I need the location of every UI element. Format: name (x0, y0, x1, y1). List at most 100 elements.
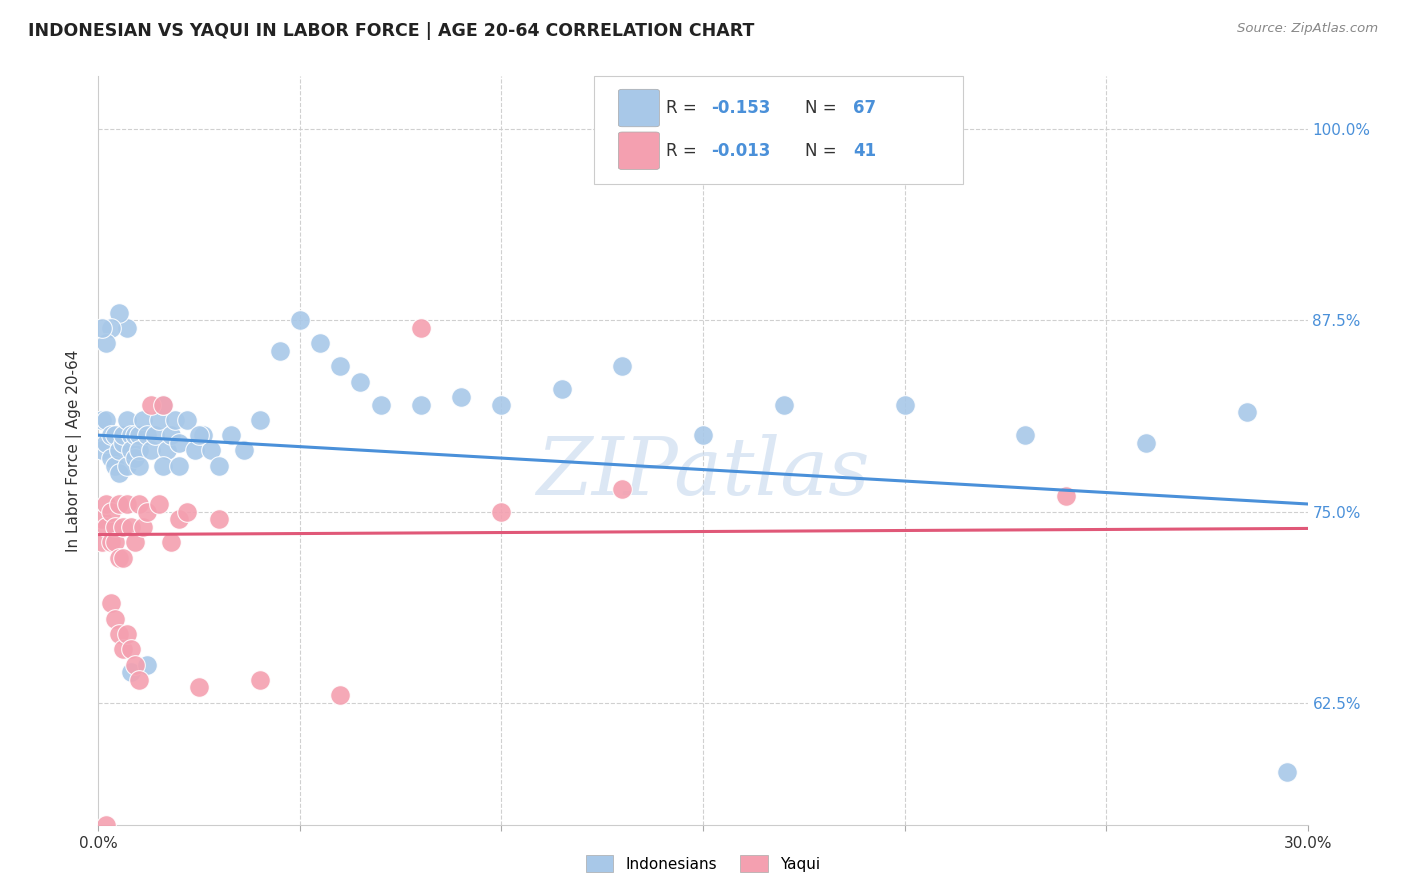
Text: N =: N = (804, 99, 841, 117)
Point (370, 398, 392, 412)
Point (309, 336, 332, 351)
Point (115, 627, 138, 641)
Point (409, 398, 432, 412)
Point (612, 482, 634, 496)
Point (188, 681, 211, 695)
Point (124, 451, 146, 466)
Point (249, 673, 271, 687)
Point (269, 344, 291, 359)
Text: INDONESIAN VS YAQUI IN LABOR FORCE | AGE 20-64 CORRELATION CHART: INDONESIAN VS YAQUI IN LABOR FORCE | AGE… (28, 22, 755, 40)
Point (100, 596, 122, 610)
Point (167, 512, 190, 526)
Point (167, 458, 190, 473)
Text: -0.153: -0.153 (711, 99, 770, 117)
Point (1236, 405, 1258, 419)
Point (107, 497, 129, 511)
Point (1054, 489, 1077, 503)
Text: N =: N = (804, 142, 841, 160)
Point (96, 520, 118, 534)
Point (450, 390, 472, 404)
Point (409, 321, 432, 335)
Point (111, 520, 134, 534)
Point (103, 458, 125, 473)
Point (100, 535, 122, 549)
Point (232, 443, 254, 458)
Point (208, 512, 231, 526)
Text: 41: 41 (853, 142, 876, 160)
Point (148, 413, 170, 427)
Text: ZIPatlas: ZIPatlas (536, 434, 870, 512)
Point (163, 413, 186, 427)
FancyBboxPatch shape (595, 76, 963, 185)
Point (143, 428, 166, 442)
Point (249, 413, 271, 427)
Point (115, 413, 138, 427)
Point (96, 413, 118, 427)
Point (893, 398, 915, 412)
Point (156, 443, 179, 458)
Point (91, 512, 114, 526)
Point (120, 642, 142, 657)
Point (115, 321, 138, 335)
Point (167, 435, 190, 450)
Point (111, 428, 134, 442)
Point (491, 505, 513, 519)
Point (111, 642, 134, 657)
Point (288, 313, 311, 327)
Point (128, 497, 150, 511)
Point (128, 428, 150, 442)
Point (193, 428, 215, 442)
Point (111, 550, 134, 565)
Point (107, 550, 129, 565)
Point (612, 359, 634, 374)
Point (91, 535, 114, 549)
Point (107, 443, 129, 458)
Point (692, 428, 714, 442)
FancyBboxPatch shape (619, 132, 659, 169)
Point (208, 458, 231, 473)
Point (96, 336, 118, 351)
Point (100, 428, 122, 442)
Point (188, 428, 211, 442)
Text: R =: R = (665, 142, 702, 160)
Point (176, 413, 198, 427)
Point (115, 497, 138, 511)
Point (139, 443, 162, 458)
Point (132, 413, 155, 427)
Point (107, 306, 129, 320)
Point (103, 612, 125, 626)
Point (135, 505, 157, 519)
Text: Source: ZipAtlas.com: Source: ZipAtlas.com (1237, 22, 1378, 36)
Legend: Indonesians, Yaqui: Indonesians, Yaqui (578, 847, 828, 880)
Point (120, 520, 142, 534)
Point (96, 435, 118, 450)
Point (551, 382, 574, 396)
Point (100, 321, 122, 335)
Point (107, 627, 129, 641)
Point (128, 673, 150, 687)
Point (1014, 428, 1036, 442)
Point (107, 467, 129, 481)
Point (491, 398, 513, 412)
Point (160, 535, 183, 549)
Point (1135, 435, 1157, 450)
Point (1277, 764, 1299, 779)
Text: R =: R = (665, 99, 702, 117)
Point (120, 665, 142, 680)
Point (329, 359, 352, 374)
Point (135, 428, 157, 442)
Point (184, 443, 207, 458)
Point (200, 443, 222, 458)
Point (96, 497, 118, 511)
Point (349, 375, 371, 389)
Point (111, 435, 134, 450)
Point (132, 520, 155, 534)
Point (124, 657, 146, 672)
Point (91, 321, 114, 335)
Point (120, 428, 142, 442)
Point (152, 398, 174, 412)
Point (103, 428, 125, 442)
Point (96, 818, 118, 832)
Point (124, 535, 146, 549)
Point (91, 413, 114, 427)
